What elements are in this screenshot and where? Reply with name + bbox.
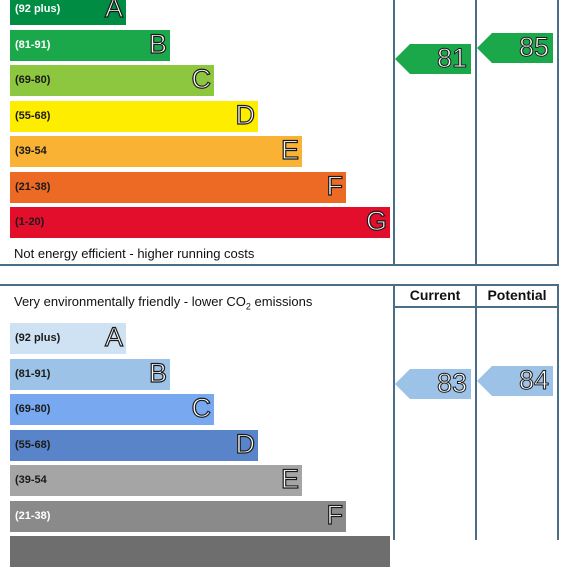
current-ei-arrow-value: 83: [436, 368, 467, 399]
potential-column-header: Potential: [487, 287, 547, 303]
bottom-panel-header-rule: [393, 306, 559, 308]
band-range-label: (55-68): [15, 438, 51, 451]
band-letter: A: [104, 0, 123, 24]
band-letter: E: [280, 134, 299, 165]
band-range-label: (39-54: [15, 145, 47, 157]
top-panel-divider-left: [393, 0, 395, 266]
current-column-header: Current: [409, 287, 461, 303]
band-letter: C: [191, 63, 212, 94]
band-letter: C: [191, 392, 212, 423]
top-panel-bottom-border: [0, 264, 559, 266]
band-range-label: (55-68): [15, 109, 51, 122]
band-d: (55-68) D: [10, 99, 258, 132]
bottom-title-text: Very environmentally friendly - lower CO: [14, 294, 246, 309]
potential-ei-arrow-shape: [477, 366, 553, 396]
current-rating-arrow: 81: [395, 43, 471, 74]
band-range-label: (92 plus): [15, 3, 61, 15]
bottom-panel-divider-mid: [475, 284, 477, 540]
band-letter: G: [365, 205, 387, 236]
band-letter: D: [235, 428, 256, 459]
band-b: (81-91) B: [10, 28, 170, 61]
bottom-panel-top-border: [0, 284, 559, 286]
bottom-title-sub: 2: [245, 301, 251, 312]
band-range-label: (39-54: [15, 474, 47, 486]
potential-rating-arrow: 85: [477, 32, 553, 63]
band-e: (39-54 E: [10, 463, 302, 496]
current-rating-arrow-polygon: [395, 44, 471, 74]
band-range-label: (69-80): [15, 403, 51, 415]
band-range-label: (21-38): [15, 180, 51, 193]
band-range-label: (81-91): [15, 38, 51, 51]
current-ei-arrow: 83: [395, 368, 471, 399]
band-range-label: (21-38): [15, 509, 51, 522]
band-range-label: (69-80): [15, 74, 51, 86]
band-b: (81-91) B: [10, 357, 170, 390]
band-c: (69-80) C: [10, 63, 214, 96]
band-letter: F: [326, 499, 344, 530]
bottom-title-note: Very environmentally friendly - lower CO…: [14, 294, 312, 312]
band-g: (1-20) G: [10, 205, 390, 238]
top-panel-divider-mid: [475, 0, 477, 266]
potential-rating-arrow-shape: [477, 33, 553, 63]
current-rating-arrow-shape: [395, 44, 471, 74]
potential-ei-arrow-value: 84: [518, 365, 549, 396]
bottom-title-tail: emissions: [250, 294, 313, 309]
band-letter: F: [326, 170, 344, 201]
band-letter: D: [235, 99, 256, 130]
band-a: (92 plus) A: [10, 0, 126, 25]
band-letter: E: [280, 463, 299, 494]
band-range-label: (1-20): [15, 216, 45, 228]
top-footer-note: Not energy efficient - higher running co…: [14, 246, 255, 261]
band-letter: B: [148, 357, 167, 388]
bottom-panel-divider-right: [557, 284, 559, 540]
potential-rating-arrow-polygon: [477, 33, 553, 63]
band-range-label: (81-91): [15, 367, 51, 380]
band-letter: B: [148, 28, 167, 59]
current-ei-arrow-polygon: [395, 369, 471, 399]
potential-ei-arrow-polygon: [477, 366, 553, 396]
band-g-partial: [10, 536, 390, 567]
band-f: (21-38) F: [10, 170, 346, 203]
band-e: (39-54 E: [10, 134, 302, 167]
band-range-label: (92 plus): [15, 332, 61, 344]
band-c: (69-80) C: [10, 392, 214, 425]
band-d: (55-68) D: [10, 428, 258, 461]
top-panel-divider-right: [557, 0, 559, 266]
bottom-panel-divider-left: [393, 284, 395, 540]
band-f: (21-38) F: [10, 499, 346, 532]
current-rating-arrow-value: 81: [436, 43, 467, 74]
band-a: (92 plus) A: [10, 321, 126, 354]
potential-rating-arrow-value: 85: [518, 32, 549, 63]
potential-ei-arrow: 84: [477, 365, 553, 396]
band-letter: A: [104, 321, 123, 352]
current-ei-arrow-shape: [395, 369, 471, 399]
